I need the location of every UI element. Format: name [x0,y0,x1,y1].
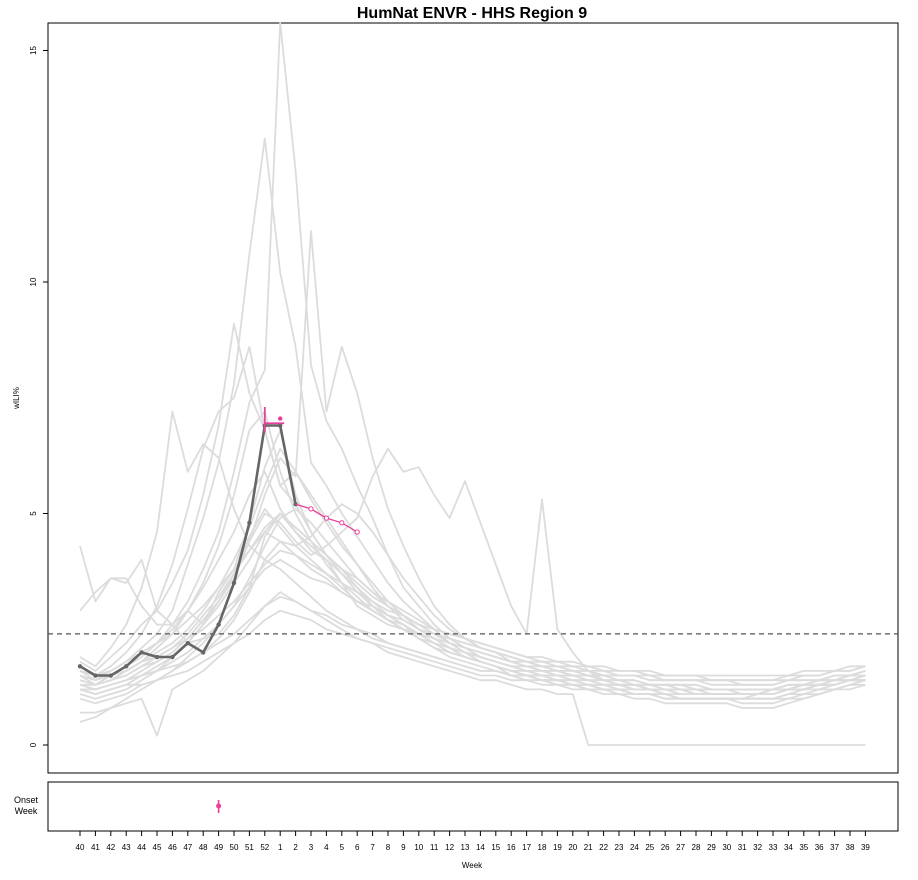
x-tick-label: 20 [568,843,577,852]
x-tick-label: 30 [722,843,731,852]
y-tick-label: 15 [29,46,38,55]
historical-series-line [79,549,866,682]
y-tick-label: 5 [29,511,38,516]
x-tick-label: 39 [861,843,870,852]
forecast-point [354,529,360,535]
x-tick-label: 45 [153,843,162,852]
observed-point [278,423,283,428]
observed-point [139,650,144,655]
x-tick-label: 38 [846,843,855,852]
main-plot-frame [47,22,899,774]
x-tick-label: 3 [309,843,314,852]
onset-point [216,803,222,809]
observed-season [77,423,298,678]
y-axis-label: wILI% [12,387,21,410]
x-tick-label: 27 [676,843,685,852]
onset-panel-frame [47,781,899,832]
x-tick-label: 44 [137,843,146,852]
historical-seasons [79,21,866,746]
x-tick-label: 18 [538,843,547,852]
observed-point [231,580,237,586]
observed-point [216,622,221,627]
x-tick-label: 43 [122,843,131,852]
x-tick-label: 23 [615,843,624,852]
x-tick-label: 6 [355,843,360,852]
onset-estimate [216,800,222,813]
x-tick-label: 32 [753,843,762,852]
observed-point [93,673,98,678]
x-tick-label: 4 [324,843,329,852]
x-tick-label: 47 [183,843,192,852]
x-tick-label: 24 [630,843,639,852]
observed-point [154,654,160,660]
historical-series-line [79,609,866,700]
x-tick-label: 35 [799,843,808,852]
x-tick-label: 26 [661,843,670,852]
x-tick-label: 50 [230,843,239,852]
historical-series-line [79,512,866,700]
x-axis-label: Week [462,861,483,870]
forecast-point [339,520,345,526]
x-tick-label: 34 [784,843,793,852]
peak-point [278,416,283,421]
x-tick-label: 17 [522,843,531,852]
x-tick-label: 9 [401,843,406,852]
peak-forecast [263,407,285,433]
historical-series-line [79,540,866,723]
observed-point [108,673,114,678]
x-tick-label: 13 [461,843,470,852]
observed-point [185,640,190,646]
x-tick-label: 36 [815,843,824,852]
forecast-point [323,515,329,521]
x-tick-label: 51 [245,843,254,852]
x-tick-label: 12 [445,843,454,852]
x-tick-label: 41 [91,843,100,852]
x-tick-label: 46 [168,843,177,852]
x-tick-label: 49 [214,843,223,852]
historical-series-line [79,345,866,695]
x-tick-label: 5 [340,843,345,852]
x-tick-label: 33 [769,843,778,852]
x-tick-label: 16 [507,843,516,852]
x-tick-label: 11 [430,843,439,852]
x-tick-label: 37 [830,843,839,852]
x-tick-label: 1 [278,843,283,852]
x-tick-label: 28 [692,843,701,852]
y-axis: 0 5 10 15 [29,46,48,747]
y-tick-label: 10 [29,277,38,286]
onset-label-line2: Week [15,806,38,816]
x-tick-label: 40 [76,843,85,852]
x-tick-label: 7 [370,843,375,852]
x-tick-label: 31 [738,843,747,852]
historical-series-line [80,558,866,691]
x-tick-label: 22 [599,843,608,852]
x-tick-label: 10 [414,843,423,852]
y-tick-label: 0 [29,742,38,747]
x-tick-label: 2 [293,843,298,852]
x-tick-label: 48 [199,843,208,852]
forecast-point [308,506,314,512]
observed-point [77,664,83,669]
x-tick-label: 52 [260,843,269,852]
observed-point [170,654,175,660]
forecast [295,503,360,535]
observed-point [124,664,129,669]
x-tick-label: 19 [553,843,562,852]
x-tick-label: 25 [645,843,654,852]
x-tick-label: 21 [584,843,593,852]
chart-title: HumNat ENVR - HHS Region 9 [357,5,587,22]
historical-series-line [80,591,866,746]
observed-point [201,650,206,655]
onset-label-line1: Onset [14,795,39,805]
x-tick-label: 8 [386,843,391,852]
x-tick-label: 42 [106,843,115,852]
historical-series-line [79,137,866,700]
observed-point [247,520,252,525]
x-axis: 40 41 42 43 44 45 46 47 48 49 50 51 52 1 2 3 4 5 6 7 8 9 10 11 1… [76,831,870,852]
x-tick-label: 29 [707,843,716,852]
x-tick-label: 15 [491,843,500,852]
x-tick-label: 14 [476,843,485,852]
